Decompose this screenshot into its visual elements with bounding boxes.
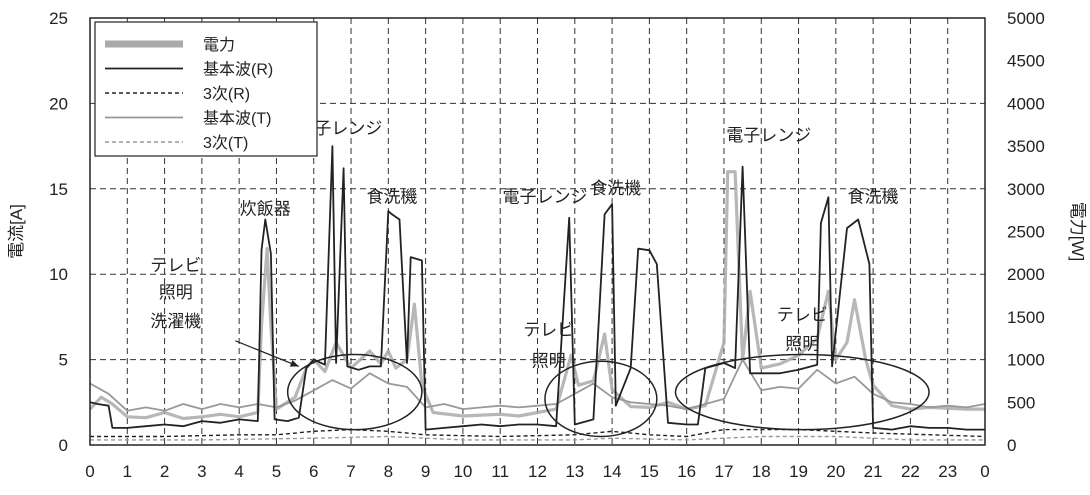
y-right-tick-label: 2000 — [1007, 265, 1045, 284]
x-tick-label: 16 — [677, 462, 696, 481]
x-tick-label: 20 — [826, 462, 845, 481]
x-tick-label: 3 — [197, 462, 206, 481]
legend-label: 基本波(T) — [203, 110, 271, 128]
annotation-label: 電子レンジ — [502, 187, 587, 206]
x-tick-label: 2 — [160, 462, 169, 481]
tick-labels: 0 1 2 3 4 5 6 7 8 9 10 11 12 13 14 15 16 17 18 19 20 21 22 23 00… — [49, 9, 1045, 481]
y-left-axis-title: 電流[A] — [7, 204, 26, 259]
annotation-label: 電子レンジ — [726, 126, 811, 145]
series-line — [88, 170, 985, 421]
x-tick-label: 4 — [234, 462, 243, 481]
y-left-tick-label: 5 — [59, 351, 68, 370]
series-line — [90, 428, 986, 438]
annotation-label: テレビ — [777, 305, 828, 324]
x-tick-label: 1 — [123, 462, 132, 481]
x-tick-label: 17 — [714, 462, 733, 481]
annotation-label: 洗濯機 — [150, 312, 201, 331]
y-left-tick-label: 20 — [49, 94, 68, 113]
x-tick-label: 21 — [864, 462, 883, 481]
x-tick-label: 15 — [640, 462, 659, 481]
series-layer — [88, 145, 986, 441]
series-line — [89, 145, 985, 431]
annotation-label: テレビ — [523, 321, 574, 340]
x-tick-label: 13 — [565, 462, 584, 481]
annotation-label: テレビ — [150, 256, 201, 275]
highlight-ellipse — [674, 353, 930, 431]
axis-titles: 電流[A] 電力[W] — [7, 202, 1087, 262]
annotation-label: 電子レンジ — [297, 119, 382, 138]
x-tick-label: 10 — [453, 462, 472, 481]
x-tick-label: 5 — [272, 462, 281, 481]
series-line — [89, 358, 986, 412]
y-right-tick-label: 4500 — [1007, 52, 1045, 71]
annotation-arrowhead — [289, 360, 299, 367]
y-right-tick-label: 1000 — [1007, 351, 1045, 370]
y-right-tick-label: 4000 — [1007, 94, 1045, 113]
x-tick-label: 18 — [752, 462, 771, 481]
highlight-ellipse — [286, 353, 423, 431]
legend-label: 基本波(R) — [203, 61, 273, 79]
y-right-tick-label: 3000 — [1007, 180, 1045, 199]
x-tick-label: 11 — [491, 462, 509, 481]
x-tick-label: 8 — [384, 462, 393, 481]
annotation-label: 食洗機 — [848, 187, 899, 206]
y-right-axis-title: 電力[W] — [1068, 202, 1087, 262]
series-line — [90, 435, 985, 441]
annotation-label: 食洗機 — [590, 179, 641, 198]
x-tick-label: 0 — [85, 462, 94, 481]
x-tick-label: 23 — [938, 462, 957, 481]
x-tick-label: 14 — [603, 462, 622, 481]
annotation-label: 照明 — [785, 334, 819, 353]
y-right-tick-label: 0 — [1007, 436, 1016, 455]
x-tick-label: 0 — [980, 462, 989, 481]
y-left-tick-label: 25 — [49, 9, 68, 28]
x-tick-label: 9 — [421, 462, 430, 481]
annotation-label: 照明 — [159, 283, 193, 302]
plot-frame — [89, 17, 986, 446]
legend-label: 電力 — [203, 36, 235, 54]
annotation-label: 照明 — [532, 351, 566, 370]
annotation-label: 食洗機 — [367, 187, 418, 206]
y-right-tick-label: 2500 — [1007, 223, 1045, 242]
x-tick-label: 12 — [528, 462, 547, 481]
annotation-label: 炊飯器 — [240, 199, 291, 218]
legend-label: 3次(R) — [203, 85, 250, 103]
y-right-tick-label: 500 — [1007, 393, 1035, 412]
x-tick-label: 6 — [309, 462, 318, 481]
x-tick-label: 7 — [346, 462, 355, 481]
y-left-tick-label: 10 — [49, 265, 68, 284]
y-right-tick-label: 5000 — [1007, 9, 1045, 28]
x-tick-label: 19 — [789, 462, 808, 481]
y-left-tick-label: 15 — [49, 180, 68, 199]
highlight-ellipse — [544, 360, 658, 438]
y-right-tick-label: 1500 — [1007, 308, 1045, 327]
y-left-tick-label: 0 — [59, 436, 68, 455]
legend-label: 3次(T) — [203, 134, 248, 152]
x-tick-label: 22 — [901, 462, 920, 481]
annotation-arrow — [235, 340, 300, 367]
highlight-ellipses — [286, 353, 930, 438]
y-right-tick-label: 3500 — [1007, 137, 1045, 156]
